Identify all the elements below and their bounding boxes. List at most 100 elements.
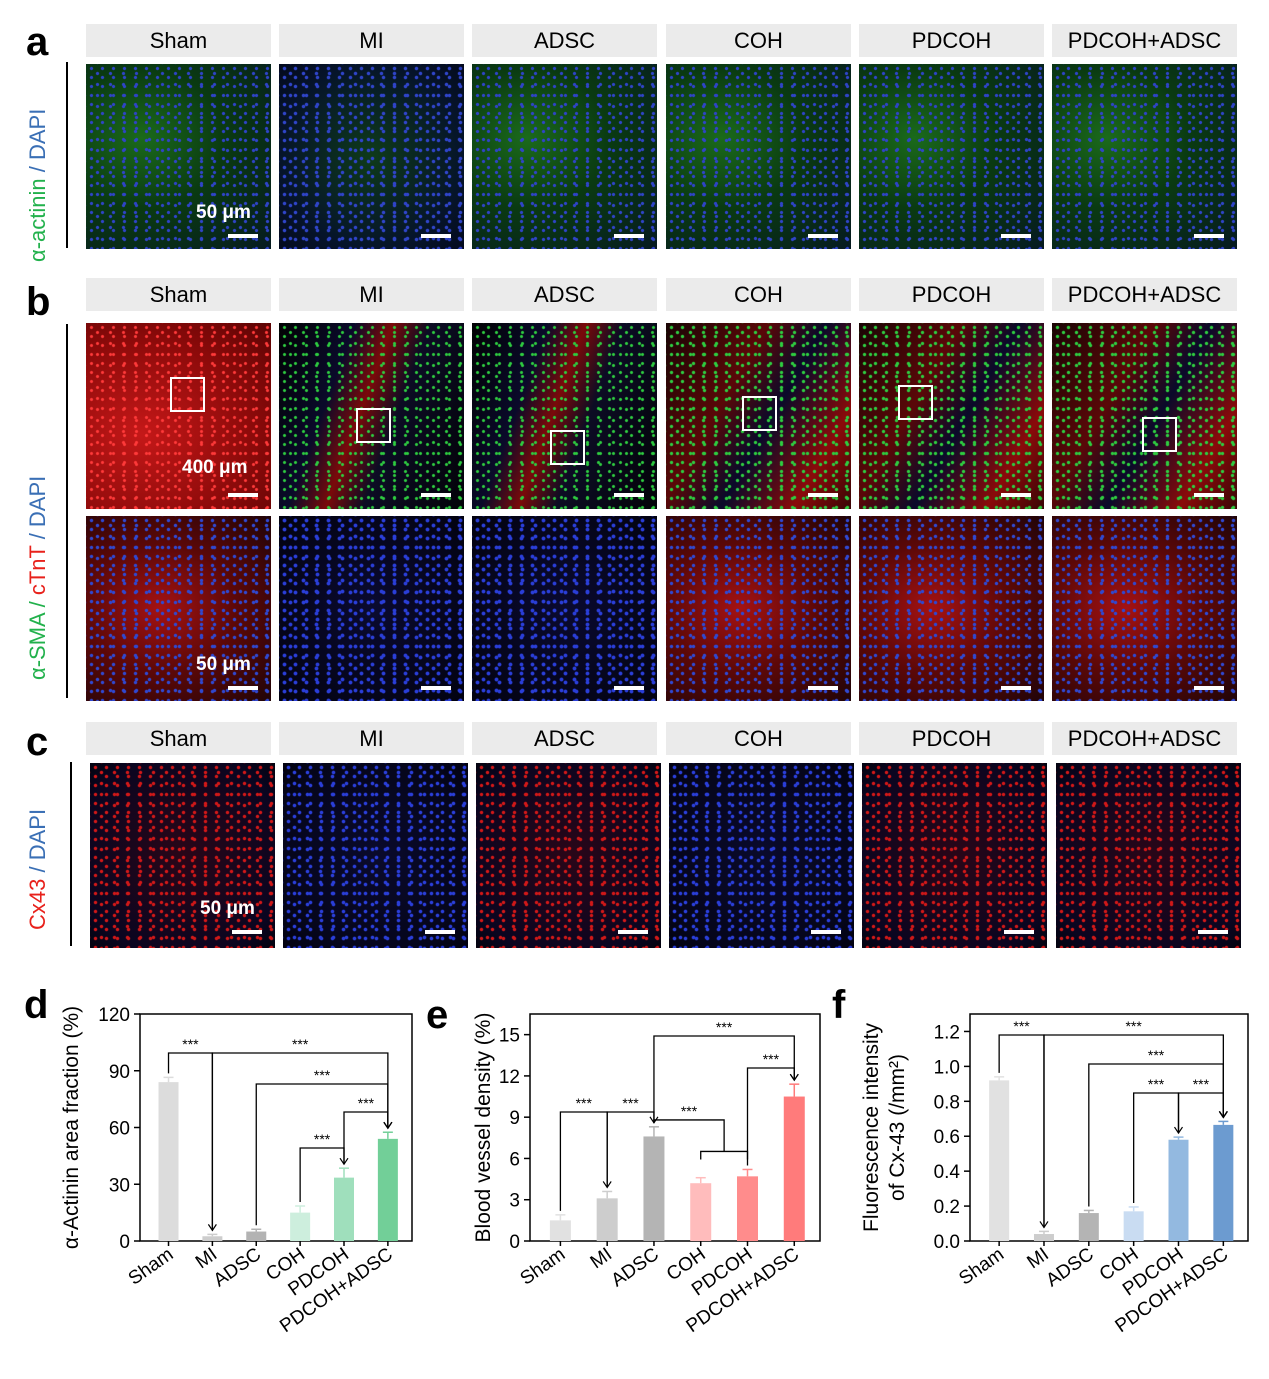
plot-frame (529, 1013, 821, 1242)
bar-sham (989, 1080, 1010, 1241)
bar-mi (202, 1236, 223, 1241)
panel-b-header-sham: Sham (86, 278, 271, 311)
panel-b-header-pdcoh-plus-adsc: PDCOH+ADSC (1052, 278, 1237, 311)
image-b-top-coh (666, 323, 851, 509)
y-tick-label: 120 (98, 1005, 130, 1026)
significance-label: *** (1125, 1018, 1142, 1034)
panel-c-header-coh: COH (666, 722, 851, 755)
scale-bar (808, 686, 838, 690)
panel-b-header-pdcoh: PDCOH (859, 278, 1044, 311)
panel-letter-e: e (426, 993, 449, 1037)
bar-sham (158, 1082, 179, 1241)
y-tick-label: 12 (499, 1067, 520, 1088)
scale-bar (228, 493, 258, 497)
zoom-region-box (170, 377, 205, 412)
scale-bar (232, 930, 262, 934)
image-a-pdcoh-plus-adsc (1052, 64, 1237, 249)
image-b-top-sham (86, 323, 271, 509)
y-tick-label: 0.6 (934, 1127, 960, 1148)
significance-label: *** (716, 1019, 733, 1035)
bar-mi (1033, 1234, 1054, 1241)
image-a-mi (279, 64, 464, 249)
y-tick-label: 60 (109, 1119, 130, 1140)
y-tick-label: 15 (499, 1026, 520, 1047)
significance-label: *** (358, 1095, 375, 1111)
image-b-top-adsc (472, 323, 657, 509)
image-b-bottom-sham (86, 516, 271, 701)
image-c-pdcoh-plus-adsc (1056, 763, 1241, 948)
scale-bar (1194, 686, 1224, 690)
bar-adsc (1078, 1213, 1099, 1241)
image-b-top-pdcoh (859, 323, 1044, 509)
image-b-bottom-pdcoh-plus-adsc (1052, 516, 1237, 701)
y-axis-label: of Cx-43 (/mm²) (886, 1054, 909, 1201)
y-tick-label: 0 (119, 1232, 130, 1253)
panel-letter-c: c (26, 720, 49, 764)
zoom-region-box (550, 430, 585, 465)
bracket-arrow (1039, 1221, 1049, 1229)
significance-label: *** (314, 1131, 331, 1147)
panel-letter-a: a (26, 20, 49, 64)
significance-label: *** (681, 1103, 698, 1119)
panel-a-header-pdcoh: PDCOH (859, 24, 1044, 57)
significance-bracket (299, 1147, 345, 1202)
plot-frame (139, 1013, 413, 1242)
significance-label: *** (292, 1036, 309, 1052)
y-tick-label: 90 (109, 1062, 130, 1083)
significance-bracket (211, 1052, 389, 1231)
divider-line-c (70, 762, 72, 946)
panel-a-header-pdcoh-plus-adsc: PDCOH+ADSC (1052, 24, 1237, 57)
image-a-coh (666, 64, 851, 249)
y-tick-label: 0.8 (934, 1092, 960, 1113)
bracket-arrow (1218, 1111, 1228, 1119)
zoom-region-box (1142, 417, 1177, 452)
scale-bar (618, 930, 648, 934)
significance-label: *** (1148, 1047, 1165, 1063)
y-tick-label: 0.2 (934, 1197, 960, 1218)
bar-pdcoh-plus-adsc (783, 1096, 805, 1241)
scale-bar (425, 930, 455, 934)
scale-bar (1001, 234, 1031, 238)
panel-a-header-mi: MI (279, 24, 464, 57)
scale-bar (421, 493, 451, 497)
bar-coh (690, 1183, 712, 1241)
scale-label-b-top: 400 μm (182, 457, 248, 478)
y-tick-label: 9 (509, 1108, 520, 1129)
image-b-top-pdcoh-plus-adsc (1052, 323, 1237, 509)
y-tick-label: 30 (109, 1175, 130, 1196)
y-tick-label: 1.0 (934, 1057, 960, 1078)
scale-label-b-bottom: 50 μm (196, 654, 251, 675)
y-tick-label: 6 (509, 1149, 520, 1170)
scale-bar (811, 930, 841, 934)
significance-bracket (653, 1119, 749, 1160)
image-c-sham (90, 763, 275, 948)
panel-c-header-mi: MI (279, 722, 464, 755)
image-c-pdcoh (862, 763, 1047, 948)
scale-bar (1194, 234, 1224, 238)
bar-coh (290, 1212, 311, 1241)
image-c-mi (283, 763, 468, 948)
x-tick-label: ADSC (608, 1244, 663, 1291)
x-tick-label: ADSC (210, 1244, 265, 1291)
panel-b-header-coh: COH (666, 278, 851, 311)
bar-sham (549, 1220, 571, 1241)
significance-bracket (559, 1111, 608, 1211)
divider-line-b (66, 324, 68, 698)
y-tick-label: 3 (509, 1191, 520, 1212)
significance-bracket (1088, 1063, 1224, 1207)
image-c-adsc (476, 763, 661, 948)
scale-bar (228, 686, 258, 690)
panel-a-header-sham: Sham (86, 24, 271, 57)
x-tick-label: Sham (517, 1244, 570, 1290)
y-tick-label: 0.4 (934, 1162, 961, 1183)
zoom-region-box (742, 396, 777, 431)
scale-bar (421, 234, 451, 238)
bar-coh (1123, 1211, 1144, 1241)
bracket-arrow (207, 1224, 217, 1232)
y-tick-label: 0 (509, 1232, 520, 1253)
image-b-bottom-coh (666, 516, 851, 701)
scale-bar (808, 493, 838, 497)
panel-b-header-mi: MI (279, 278, 464, 311)
bar-adsc (246, 1231, 267, 1241)
scale-label-a: 50 μm (196, 202, 251, 223)
